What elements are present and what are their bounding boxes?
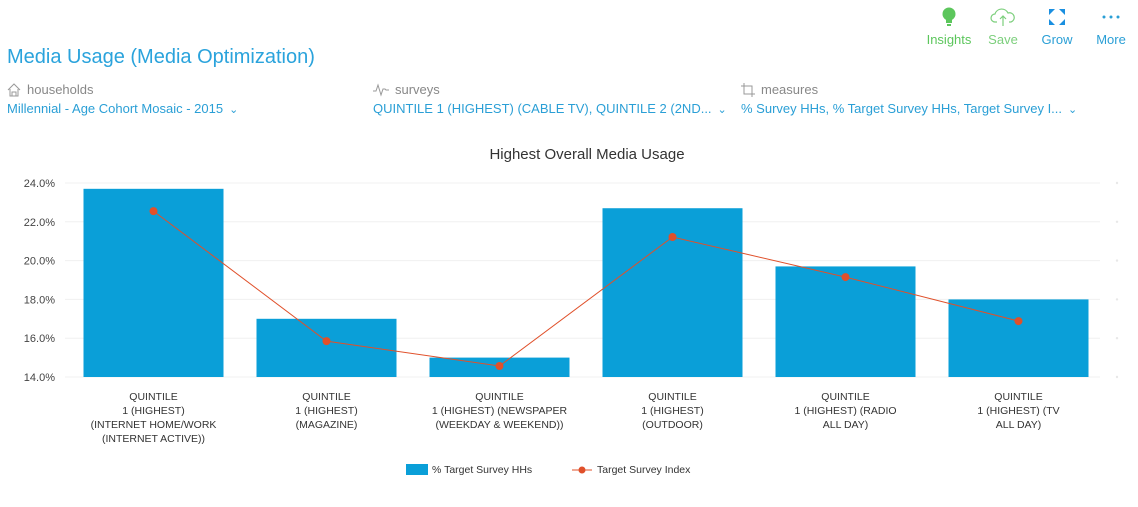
index-point <box>149 207 158 216</box>
x-tick-label: 1 (HIGHEST) <box>641 405 703 417</box>
bar <box>948 299 1089 377</box>
bar <box>83 188 224 377</box>
expand-icon <box>1049 9 1065 25</box>
y-tick-label: 14.0% <box>24 372 55 384</box>
measures-filter: measures % Survey HHs, % Target Survey H… <box>741 82 1077 116</box>
home-icon <box>7 82 21 96</box>
y-tick-label: 24.0% <box>24 178 55 190</box>
legend-bar-label: % Target Survey HHs <box>432 464 532 476</box>
x-tick-label: QUINTILE <box>994 391 1042 403</box>
x-tick-label: 1 (HIGHEST) <box>122 405 184 417</box>
x-tick-label: (INTERNET HOME/WORK <box>91 419 217 431</box>
x-tick-label: QUINTILE <box>302 391 350 403</box>
x-tick-label: 1 (HIGHEST) <box>295 405 357 417</box>
insights-label: Insights <box>926 32 972 47</box>
index-point <box>668 232 677 241</box>
y2-tick-mark <box>1115 337 1119 340</box>
save-button[interactable]: Save <box>976 6 1030 47</box>
y-tick-label: 22.0% <box>24 217 55 229</box>
lightbulb-icon <box>942 7 956 26</box>
x-tick-label: QUINTILE <box>648 391 696 403</box>
households-label: households <box>27 82 94 97</box>
y2-tick-mark <box>1115 375 1119 379</box>
bar <box>775 266 916 377</box>
toolbar: Insights Save Grow More <box>922 6 1138 47</box>
y2-tick-mark <box>1115 220 1119 223</box>
cloud-upload-icon <box>990 8 1015 26</box>
x-tick-label: (WEEKDAY & WEEKEND)) <box>436 419 564 431</box>
page-title: Media Usage (Media Optimization) <box>7 46 315 68</box>
index-point <box>841 273 850 282</box>
surveys-dropdown[interactable]: QUINTILE 1 (HIGHEST) (CABLE TV), QUINTIL… <box>373 101 727 116</box>
surveys-value: QUINTILE 1 (HIGHEST) (CABLE TV), QUINTIL… <box>373 101 712 116</box>
x-tick-label: ALL DAY) <box>996 419 1042 431</box>
chevron-down-icon: ⌄ <box>229 104 239 116</box>
measures-value: % Survey HHs, % Target Survey HHs, Targe… <box>741 101 1063 116</box>
more-button[interactable]: More <box>1084 6 1138 47</box>
x-tick-label: 1 (HIGHEST) (RADIO <box>794 405 896 417</box>
legend-line-marker <box>578 466 586 474</box>
x-tick-label: QUINTILE <box>129 391 177 403</box>
x-tick-label: 1 (HIGHEST) (TV <box>977 405 1059 417</box>
households-dropdown[interactable]: Millennial - Age Cohort Mosaic - 2015 ⌄ <box>7 101 238 116</box>
index-point <box>1014 317 1023 326</box>
pulse-icon <box>373 82 389 97</box>
y2-tick-mark <box>1115 259 1119 262</box>
surveys-filter: surveys QUINTILE 1 (HIGHEST) (CABLE TV),… <box>373 82 727 116</box>
x-tick-label: QUINTILE <box>475 391 523 403</box>
y-tick-label: 20.0% <box>24 256 55 268</box>
grow-label: Grow <box>1041 32 1073 47</box>
save-label: Save <box>988 32 1018 47</box>
insights-button[interactable]: Insights <box>922 6 976 47</box>
households-value: Millennial - Age Cohort Mosaic - 2015 <box>7 101 224 116</box>
index-point <box>495 362 504 371</box>
index-point <box>322 337 331 346</box>
grow-button[interactable]: Grow <box>1030 6 1084 47</box>
measures-label: measures <box>761 82 819 97</box>
more-icon <box>1102 15 1120 19</box>
y-tick-label: 16.0% <box>24 333 55 345</box>
x-tick-label: ALL DAY) <box>823 419 869 431</box>
x-tick-label: QUINTILE <box>821 391 869 403</box>
measures-dropdown[interactable]: % Survey HHs, % Target Survey HHs, Targe… <box>741 101 1077 116</box>
legend-bar-swatch <box>406 464 428 475</box>
households-filter: households Millennial - Age Cohort Mosai… <box>7 82 238 116</box>
x-tick-label: (MAGAZINE) <box>296 419 358 431</box>
surveys-label: surveys <box>395 82 440 97</box>
y2-tick-mark <box>1115 298 1119 301</box>
chevron-down-icon: ⌄ <box>717 104 727 116</box>
chart-title: Highest Overall Media Usage <box>489 146 684 163</box>
index-line <box>153 210 1019 367</box>
x-tick-label: 1 (HIGHEST) (NEWSPAPER <box>432 405 568 417</box>
legend-line-label: Target Survey Index <box>597 464 691 476</box>
y2-tick-mark <box>1115 181 1119 185</box>
crop-icon <box>741 82 755 97</box>
x-tick-label: (OUTDOOR) <box>642 419 703 431</box>
x-tick-label: (INTERNET ACTIVE)) <box>102 433 205 445</box>
more-label: More <box>1096 32 1126 47</box>
chevron-down-icon: ⌄ <box>1068 104 1078 116</box>
y-tick-label: 18.0% <box>24 294 55 306</box>
